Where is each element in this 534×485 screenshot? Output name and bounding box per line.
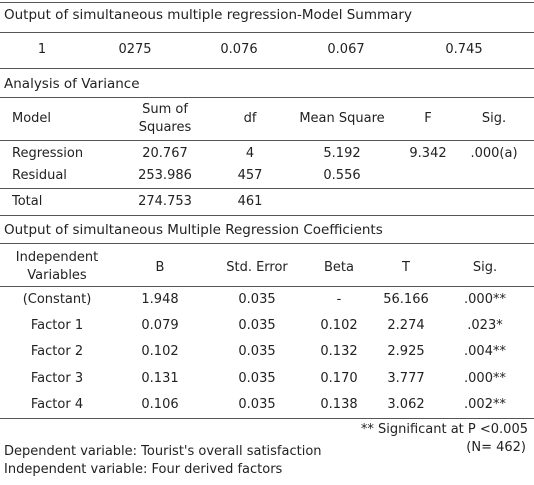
summary-adjusted-r-square: 0.067 bbox=[327, 42, 365, 57]
anova-cell-df: 457 bbox=[237, 168, 263, 183]
dependent-variable-note: Dependent variable: Tourist's overall sa… bbox=[4, 444, 322, 459]
coef-cell-var: (Constant) bbox=[22, 292, 92, 307]
coef-cell-t: 2.274 bbox=[387, 318, 425, 333]
coef-header-t: T bbox=[402, 260, 410, 275]
coef-cell-b: 0.106 bbox=[141, 397, 179, 412]
rule-coef-bottom bbox=[0, 418, 534, 419]
coef-cell-se: 0.035 bbox=[238, 318, 276, 333]
model-summary-title: Output of simultaneous multiple regressi… bbox=[4, 7, 412, 23]
summary-r: 0275 bbox=[118, 42, 152, 57]
anova-cell-sig: .000(a) bbox=[470, 146, 518, 161]
coef-cell-beta: 0.102 bbox=[320, 318, 358, 333]
anova-cell-ms: 5.192 bbox=[323, 146, 361, 161]
sample-size-note: (N= 462) bbox=[466, 440, 526, 455]
coef-cell-beta: 0.170 bbox=[320, 371, 358, 386]
coef-header-std-error: Std. Error bbox=[226, 260, 288, 275]
coef-header-b: B bbox=[155, 260, 165, 275]
coef-cell-t: 2.925 bbox=[387, 344, 425, 359]
rule-coef-top bbox=[0, 243, 534, 244]
coef-cell-se: 0.035 bbox=[238, 344, 276, 359]
coef-cell-var: Factor 1 bbox=[30, 318, 84, 333]
anova-cell-model: Regression bbox=[12, 146, 84, 161]
anova-cell-ss: 253.986 bbox=[138, 168, 192, 183]
anova-header-ss-line2: Squares bbox=[138, 120, 192, 135]
rule-top bbox=[0, 2, 534, 3]
anova-header-model: Model bbox=[12, 111, 52, 126]
anova-cell-model: Residual bbox=[12, 168, 67, 183]
coef-cell-var: Factor 4 bbox=[30, 397, 84, 412]
coef-cell-se: 0.035 bbox=[238, 371, 276, 386]
coef-cell-b: 1.948 bbox=[141, 292, 179, 307]
anova-header-sig: Sig. bbox=[481, 111, 507, 126]
coef-cell-b: 0.079 bbox=[141, 318, 179, 333]
anova-cell-ms: 0.556 bbox=[323, 168, 361, 183]
coef-cell-se: 0.035 bbox=[238, 292, 276, 307]
coef-cell-t: 3.777 bbox=[387, 371, 425, 386]
anova-header-ss-line1: Sum of bbox=[142, 102, 188, 117]
rule-coef-header bbox=[0, 286, 534, 287]
anova-header-ms: Mean Square bbox=[299, 111, 385, 126]
coef-cell-sig: .002** bbox=[464, 397, 506, 412]
coef-cell-sig: .000** bbox=[464, 371, 506, 386]
rule-summary-top bbox=[0, 32, 534, 33]
anova-cell-df: 461 bbox=[237, 194, 263, 209]
coef-header-iv-line2: Variables bbox=[27, 268, 87, 283]
rule-anova-bottom bbox=[0, 215, 534, 216]
coef-cell-beta: - bbox=[336, 292, 342, 307]
rule-anova-total bbox=[0, 188, 534, 189]
coefficients-title: Output of simultaneous Multiple Regressi… bbox=[4, 222, 383, 238]
coef-cell-var: Factor 2 bbox=[30, 344, 84, 359]
coef-header-sig: Sig. bbox=[472, 260, 498, 275]
coef-cell-se: 0.035 bbox=[238, 397, 276, 412]
coef-cell-sig: .004** bbox=[464, 344, 506, 359]
anova-title: Analysis of Variance bbox=[4, 76, 140, 92]
anova-cell-ss: 274.753 bbox=[138, 194, 192, 209]
anova-cell-ss: 20.767 bbox=[142, 146, 188, 161]
rule-anova-top bbox=[0, 97, 534, 98]
coef-cell-b: 0.131 bbox=[141, 371, 179, 386]
anova-header-df: df bbox=[243, 111, 257, 126]
rule-anova-header bbox=[0, 140, 534, 141]
coef-cell-b: 0.102 bbox=[141, 344, 179, 359]
coef-header-beta: Beta bbox=[324, 260, 354, 275]
summary-std-error: 0.745 bbox=[445, 42, 483, 57]
significance-note: ** Significant at P <0.005 bbox=[360, 422, 528, 437]
anova-cell-df: 4 bbox=[245, 146, 255, 161]
anova-cell-model: Total bbox=[12, 194, 43, 209]
coef-cell-beta: 0.132 bbox=[320, 344, 358, 359]
coef-cell-var: Factor 3 bbox=[30, 371, 84, 386]
anova-header-f: F bbox=[424, 111, 432, 126]
coef-header-iv-line1: Independent bbox=[15, 250, 99, 265]
coef-cell-sig: .000** bbox=[464, 292, 506, 307]
rule-summary-bottom bbox=[0, 68, 534, 69]
summary-model: 1 bbox=[37, 42, 47, 57]
anova-cell-f: 9.342 bbox=[409, 146, 447, 161]
coef-cell-t: 56.166 bbox=[383, 292, 429, 307]
coef-cell-t: 3.062 bbox=[387, 397, 425, 412]
summary-r-square: 0.076 bbox=[220, 42, 258, 57]
coef-cell-sig: .023* bbox=[467, 318, 503, 333]
independent-variable-note: Independent variable: Four derived facto… bbox=[4, 462, 283, 477]
coef-cell-beta: 0.138 bbox=[320, 397, 358, 412]
